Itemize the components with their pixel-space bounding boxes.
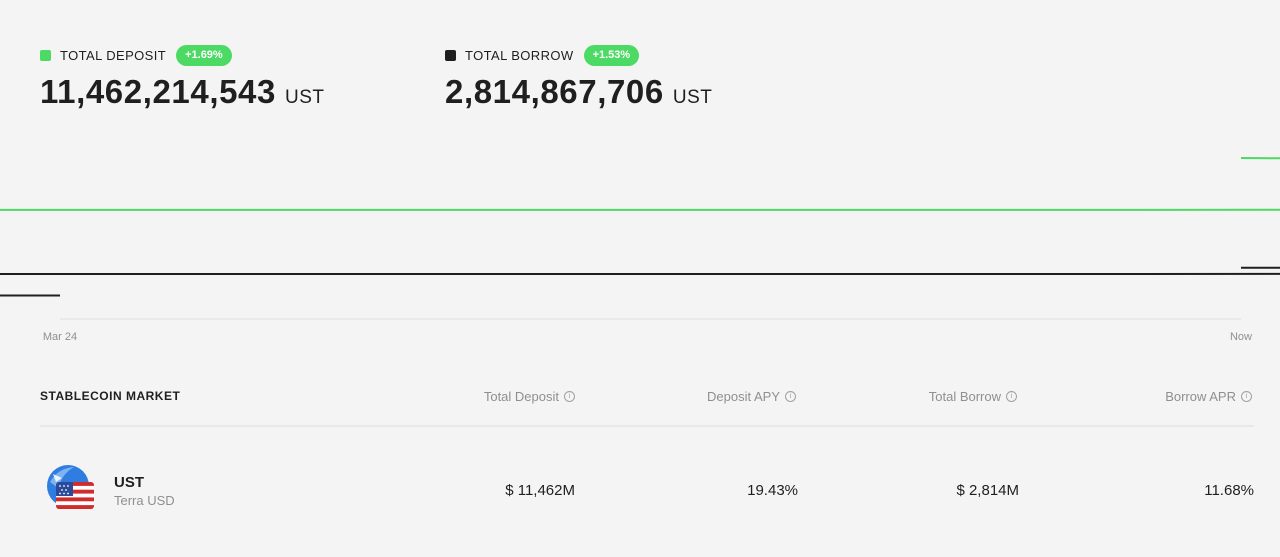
col-total-deposit: Total Deposit i — [484, 389, 575, 404]
col-total-borrow: Total Borrow i — [929, 389, 1017, 404]
col-deposit-apy: Deposit APY i — [707, 389, 796, 404]
total-deposit-label: TOTAL DEPOSIT — [60, 47, 167, 63]
deposit-borrow-chart: Mar 24Apr 1Apr 15May 1May 15Jun 1Jun 15J… — [0, 157, 1280, 343]
info-icon[interactable]: i — [1241, 391, 1252, 402]
col-deposit-apy-label: Deposit APY — [707, 389, 780, 404]
info-icon[interactable]: i — [564, 391, 575, 402]
col-total-borrow-label: Total Borrow — [928, 389, 1001, 404]
total-borrow-summary: TOTAL BORROW +1.53% 2,814,867,706 UST — [445, 44, 712, 111]
borrow-change-badge: +1.53% — [583, 44, 640, 66]
total-deposit-summary: TOTAL DEPOSIT +1.69% 11,462,214,543 UST — [40, 44, 324, 111]
borrow-series-line — [0, 266, 1280, 297]
table-divider — [40, 425, 1254, 427]
total-deposit-value: 11,462,214,543 — [40, 73, 276, 110]
token-name: Terra USD — [114, 493, 175, 508]
borrow-legend-swatch — [445, 49, 456, 61]
x-tick-label: Now — [1230, 331, 1252, 343]
ust-token-icon — [47, 465, 94, 509]
chart-series — [0, 157, 1280, 297]
borrow-apr-cell: 11.68% — [1204, 482, 1254, 499]
total-borrow-value: 2,814,867,706 — [445, 73, 664, 110]
col-total-deposit-label: Total Deposit — [483, 389, 559, 404]
deposit-change-badge: +1.69% — [176, 44, 232, 66]
total-borrow-label: TOTAL BORROW — [465, 47, 574, 63]
col-borrow-apr: Borrow APR i — [1165, 389, 1252, 404]
total-borrow-header: TOTAL BORROW +1.53% — [445, 44, 712, 66]
market-title: STABLECOIN MARKET — [40, 389, 181, 403]
market-row-ust[interactable]: UST Terra USD $ 11,462M 19.43% $ 2,814M … — [40, 458, 1254, 518]
x-tick-label: Mar 24 — [43, 331, 77, 343]
total-deposit-header: TOTAL DEPOSIT +1.69% — [40, 44, 324, 66]
market-table-header: STABLECOIN MARKET Total Deposit i Deposi… — [40, 385, 1254, 407]
token-symbol: UST — [114, 474, 144, 491]
deposit-legend-swatch — [40, 49, 51, 61]
total-borrow-unit: UST — [672, 87, 713, 108]
info-icon[interactable]: i — [785, 391, 796, 402]
col-borrow-apr-label: Borrow APR — [1165, 389, 1236, 404]
total-borrow-cell: $ 2,814M — [956, 482, 1019, 499]
total-deposit-cell: $ 11,462M — [505, 482, 575, 499]
total-deposit-unit: UST — [284, 87, 325, 108]
deposit-apy-cell: 19.43% — [747, 482, 798, 499]
x-axis-ticks: Mar 24Apr 1Apr 15May 1May 15Jun 1Jun 15J… — [43, 331, 1252, 343]
info-icon[interactable]: i — [1006, 391, 1017, 402]
